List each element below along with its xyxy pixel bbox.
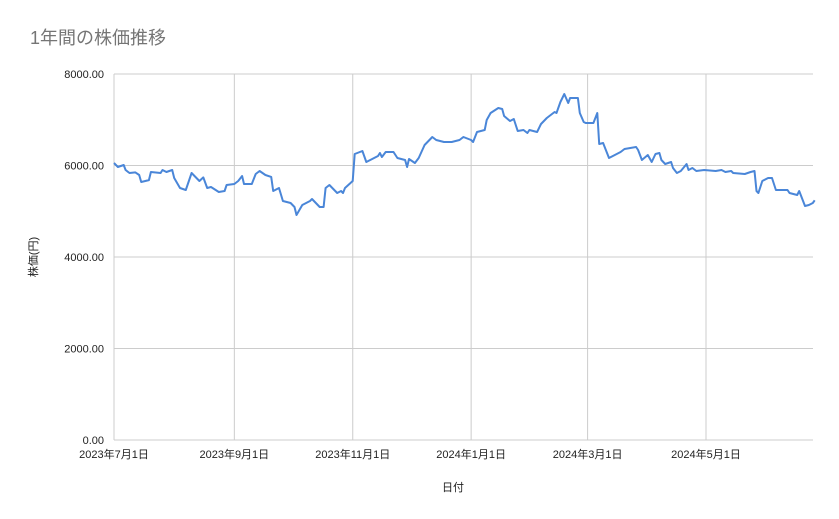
x-tick-label: 2024年1月1日: [436, 447, 506, 461]
x-tick-label: 2023年7月1日: [79, 447, 149, 461]
chart-title: 1年間の株価推移: [30, 28, 166, 48]
x-tick-label: 2024年3月1日: [553, 447, 623, 461]
x-axis-ticks: 2023年7月1日 2023年9月1日 2023年11月1日 2024年1月1日 202…: [79, 447, 741, 461]
y-axis-ticks: 0.00 2000.00 4000.00 6000.00 8000.00: [64, 69, 104, 447]
gridlines: [113, 73, 813, 441]
y-tick-label: 6000.00: [64, 161, 104, 173]
y-tick-label: 2000.00: [64, 344, 104, 356]
x-tick-label: 2023年11月1日: [315, 447, 390, 461]
y-tick-label: 0.00: [83, 435, 104, 447]
y-axis-title: 株価(円): [26, 237, 40, 277]
y-tick-label: 8000.00: [64, 69, 104, 81]
series-line: [113, 93, 816, 216]
x-tick-label: 2024年5月1日: [671, 447, 741, 461]
x-axis-title: 日付: [442, 481, 464, 494]
x-tick-label: 2023年9月1日: [199, 447, 269, 461]
y-tick-label: 4000.00: [64, 252, 104, 264]
